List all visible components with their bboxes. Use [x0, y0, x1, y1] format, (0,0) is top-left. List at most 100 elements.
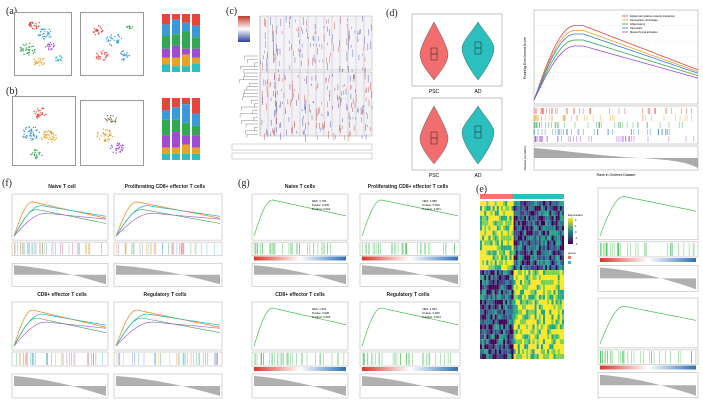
umap-point: [97, 58, 100, 60]
gsea-right-legend-item: Mesenchymal activation: [630, 30, 658, 34]
umap-point: [30, 24, 32, 26]
umap-point: [106, 40, 108, 43]
umap-point: [39, 109, 41, 112]
umap-point: [43, 62, 45, 64]
umap-point: [93, 31, 95, 33]
umap-point: [31, 27, 34, 30]
stacked-segment: [192, 14, 200, 26]
umap-point: [50, 43, 53, 46]
umap-point: [126, 56, 128, 58]
umap-point: [50, 132, 53, 134]
panel-g-title-3: CD8+ effector T cells: [275, 292, 325, 298]
umap-point: [29, 21, 32, 24]
umap-point: [95, 29, 97, 31]
umap-point: [41, 154, 43, 157]
stacked-segment: [162, 57, 170, 65]
umap-point: [36, 62, 39, 65]
umap-point: [109, 36, 111, 38]
umap-point: [42, 33, 44, 35]
umap-point: [47, 133, 49, 136]
gsea-stat: P.adjust: 0.002: [312, 207, 331, 211]
umap-point: [122, 58, 124, 60]
umap-point: [35, 60, 37, 62]
umap-point: [33, 110, 35, 112]
violin-group-ad-top: AD: [475, 89, 482, 95]
panel-f-title-4: Regulatory T cells: [143, 292, 187, 298]
umap-point: [54, 139, 56, 141]
umap-point: [113, 39, 115, 41]
umap-point: [100, 135, 102, 137]
panel-e-heatmap: Expression 2 1 0 -1 -2 group: [480, 194, 583, 359]
umap-point: [30, 26, 33, 28]
umap-point: [48, 33, 50, 35]
umap-point: [34, 61, 36, 64]
panel-a-umap-2-points: [92, 25, 134, 61]
umap-point: [36, 115, 39, 118]
running-score-curve: [361, 199, 459, 237]
stacked-segment: [182, 135, 190, 145]
stacked-segment: [182, 66, 190, 72]
gsea-stat: NES: 1.783: [312, 199, 327, 203]
umap-point: [114, 119, 117, 121]
umap-point: [40, 31, 42, 33]
umap-point: [37, 108, 39, 110]
umap-point: [36, 149, 38, 152]
umap-point: [23, 136, 25, 139]
panel-gsea-right: Epidermal cytokine receptor interactionN…: [523, 9, 699, 177]
umap-point: [61, 57, 63, 59]
running-score-curve: [533, 39, 699, 101]
running-score-curve: [361, 307, 459, 347]
umap-point: [25, 47, 27, 49]
umap-point: [19, 50, 22, 52]
umap-point: [109, 147, 112, 150]
gsea-stat: Pvalue: 0.000: [422, 311, 440, 315]
umap-point: [107, 55, 109, 57]
umap-point: [108, 119, 111, 121]
umap-point: [29, 51, 31, 54]
umap-point: [51, 135, 54, 138]
umap-point: [43, 38, 45, 40]
umap-point: [109, 133, 112, 135]
umap-point: [121, 50, 123, 53]
stacked-segment: [162, 98, 170, 111]
stacked-segment: [192, 37, 200, 49]
umap-point: [98, 56, 100, 58]
umap-point: [47, 47, 50, 49]
running-score-curve: [13, 309, 107, 347]
umap-point: [35, 25, 38, 28]
umap-point: [28, 46, 30, 48]
panel-f-title-1: Naive T cell: [48, 184, 76, 190]
gsea-stat: NES: 1.801: [312, 307, 327, 311]
umap-point: [56, 59, 59, 61]
running-score-curve: [13, 201, 107, 237]
umap-point: [30, 153, 32, 156]
stacked-segment: [172, 66, 180, 72]
umap-point: [100, 51, 102, 53]
umap-point: [99, 55, 101, 58]
gsea-right-legend-item: Pancreatic: [630, 26, 643, 30]
umap-point: [105, 38, 108, 40]
umap-point: [59, 55, 62, 57]
umap-point: [27, 130, 29, 133]
umap-point: [97, 131, 99, 134]
umap-point: [115, 149, 117, 152]
stacked-segment: [172, 107, 180, 120]
umap-point: [35, 23, 37, 25]
panel-f-gsea-3: [11, 301, 109, 399]
umap-point: [109, 115, 112, 117]
gsea-right-legend-item: Neuroactive cell lineage: [630, 18, 658, 22]
umap-point: [41, 138, 43, 141]
stacked-segment: [162, 14, 170, 25]
umap-point: [120, 37, 123, 40]
umap-point: [104, 59, 106, 61]
umap-point: [53, 44, 55, 47]
umap-point: [47, 43, 49, 46]
umap-point: [102, 132, 104, 134]
umap-point: [117, 34, 119, 37]
umap-point: [29, 25, 31, 27]
umap-point: [100, 31, 103, 33]
umap-point: [45, 137, 47, 139]
panel-label-g: (g): [238, 178, 250, 189]
umap-point: [129, 27, 131, 30]
